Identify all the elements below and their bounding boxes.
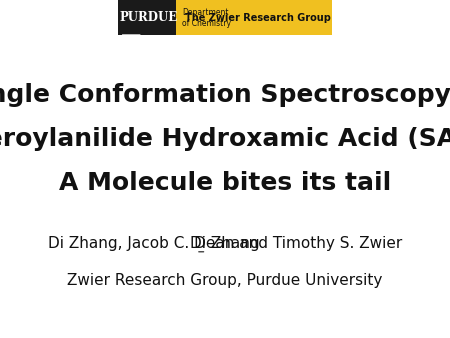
Text: The Zwier Research Group: The Zwier Research Group — [184, 13, 330, 23]
Text: Di Zhang: Di Zhang — [190, 236, 260, 251]
Text: Suberoylanilide Hydroxamic Acid (SAHA):: Suberoylanilide Hydroxamic Acid (SAHA): — [0, 126, 450, 151]
Text: Single Conformation Spectroscopy of: Single Conformation Spectroscopy of — [0, 82, 450, 107]
Text: Di Zhang, Jacob C. Dean and Timothy S. Zwier: Di Zhang, Jacob C. Dean and Timothy S. Z… — [48, 236, 402, 251]
Text: A Molecule bites its tail: A Molecule bites its tail — [59, 170, 391, 195]
Text: Zwier Research Group, Purdue University: Zwier Research Group, Purdue University — [68, 273, 382, 288]
FancyBboxPatch shape — [118, 0, 176, 35]
Text: Department
of Chemistry: Department of Chemistry — [182, 8, 231, 28]
FancyBboxPatch shape — [176, 0, 332, 35]
Text: PURDUE: PURDUE — [120, 11, 178, 24]
